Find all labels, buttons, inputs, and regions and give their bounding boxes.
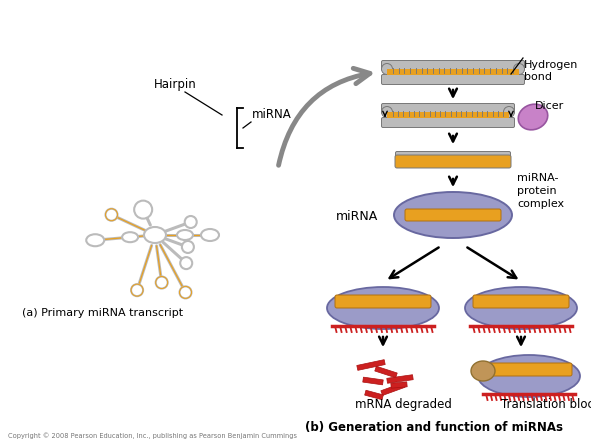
Ellipse shape	[327, 287, 439, 329]
Text: Copyright © 2008 Pearson Education, Inc., publishing as Pearson Benjamin Cumming: Copyright © 2008 Pearson Education, Inc.…	[8, 432, 297, 439]
Circle shape	[382, 63, 392, 74]
FancyBboxPatch shape	[382, 104, 515, 113]
FancyBboxPatch shape	[405, 209, 501, 221]
Bar	[387, 375, 413, 383]
Text: Dicer: Dicer	[535, 101, 564, 111]
Bar	[365, 390, 384, 400]
FancyBboxPatch shape	[473, 295, 569, 308]
Ellipse shape	[122, 232, 138, 242]
FancyBboxPatch shape	[486, 363, 572, 376]
Ellipse shape	[518, 104, 548, 130]
FancyBboxPatch shape	[382, 117, 515, 128]
FancyBboxPatch shape	[382, 61, 524, 70]
Circle shape	[382, 106, 392, 117]
FancyBboxPatch shape	[335, 295, 431, 308]
FancyBboxPatch shape	[382, 74, 524, 85]
Text: Hairpin: Hairpin	[154, 78, 196, 91]
Text: (a) Primary miRNA transcript: (a) Primary miRNA transcript	[22, 308, 183, 318]
Bar	[363, 377, 383, 385]
Ellipse shape	[177, 230, 193, 240]
Text: Translation blocked: Translation blocked	[501, 398, 591, 411]
Text: mRNA degraded: mRNA degraded	[355, 398, 452, 411]
Text: (b) Generation and function of miRNAs: (b) Generation and function of miRNAs	[305, 421, 563, 434]
Circle shape	[134, 201, 152, 219]
Ellipse shape	[394, 192, 512, 238]
Ellipse shape	[465, 287, 577, 329]
Text: miRNA-
protein
complex: miRNA- protein complex	[517, 173, 564, 209]
Bar	[381, 383, 405, 396]
Text: Hydrogen
bond: Hydrogen bond	[524, 60, 579, 82]
Ellipse shape	[478, 355, 580, 397]
Bar	[375, 366, 397, 378]
Circle shape	[180, 257, 192, 269]
Ellipse shape	[86, 234, 104, 246]
Bar	[387, 69, 519, 75]
Circle shape	[182, 241, 194, 253]
Circle shape	[180, 286, 191, 299]
Text: miRNA: miRNA	[252, 108, 292, 121]
Text: miRNA: miRNA	[336, 210, 378, 223]
Bar	[357, 360, 385, 370]
FancyBboxPatch shape	[395, 155, 511, 168]
Ellipse shape	[144, 227, 166, 243]
Ellipse shape	[471, 361, 495, 381]
Circle shape	[106, 209, 118, 221]
Bar	[391, 382, 407, 388]
Circle shape	[131, 284, 143, 296]
Ellipse shape	[201, 229, 219, 241]
Circle shape	[504, 106, 515, 117]
Circle shape	[514, 63, 524, 74]
FancyBboxPatch shape	[395, 152, 511, 159]
Circle shape	[155, 276, 168, 288]
Bar	[387, 112, 509, 118]
Circle shape	[185, 216, 197, 228]
